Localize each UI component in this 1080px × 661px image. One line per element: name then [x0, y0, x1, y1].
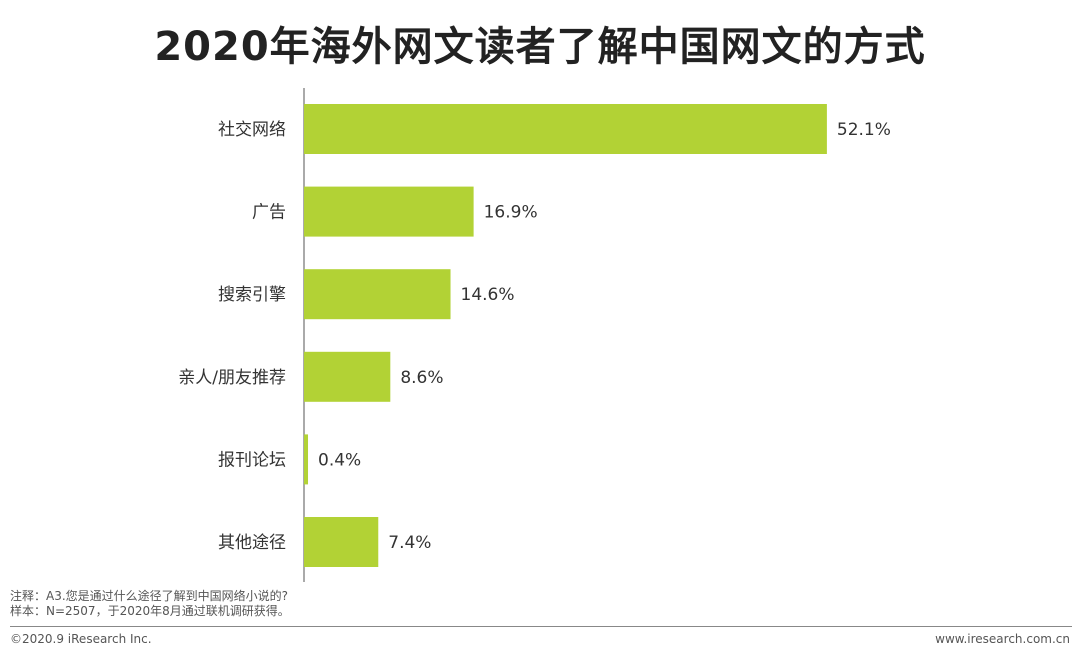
- bar-0: [304, 104, 827, 154]
- value-label-3: 8.6%: [400, 368, 443, 388]
- category-label-1: 广告: [252, 203, 286, 223]
- value-label-5: 7.4%: [388, 533, 431, 553]
- category-label-3: 亲人/朋友推荐: [178, 368, 286, 388]
- notes: 注释：A3.您是通过什么途径了解到中国网络小说的? 样本：N=2507，于202…: [10, 589, 290, 619]
- value-label-4: 0.4%: [318, 450, 361, 470]
- bar-3: [304, 351, 391, 402]
- value-label-1: 16.9%: [484, 203, 538, 223]
- bar-1: [304, 186, 474, 237]
- chart-title: 2020年海外网文读者了解中国网文的方式: [154, 24, 926, 70]
- bar-4: [304, 434, 309, 485]
- bar-5: [304, 517, 379, 567]
- value-label-0: 52.1%: [837, 120, 891, 140]
- category-label-0: 社交网络: [218, 120, 286, 140]
- bars-group: 社交网络 52.1% 广告 16.9% 搜索引擎 14.6% 亲人/朋友推荐 8.6% 报刊论坛…: [178, 104, 891, 567]
- value-label-2: 14.6%: [461, 285, 515, 305]
- footer-divider: [10, 626, 1072, 627]
- category-label-5: 其他途径: [218, 533, 286, 553]
- category-label-2: 搜索引擎: [218, 285, 286, 305]
- category-label-4: 报刊论坛: [218, 450, 286, 470]
- bar-2: [304, 269, 451, 320]
- note-text: 注释：A3.您是通过什么途径了解到中国网络小说的?: [10, 589, 289, 603]
- website: www.iresearch.com.cn: [935, 632, 1070, 646]
- bar-chart: 社交网络 52.1% 广告 16.9% 搜索引擎 14.6% 亲人/朋友推荐 8.6% 报刊论坛…: [178, 88, 891, 582]
- sample-text: 样本：N=2507，于2020年8月通过联机调研获得。: [10, 604, 290, 618]
- copyright: ©2020.9 iResearch Inc.: [10, 632, 152, 646]
